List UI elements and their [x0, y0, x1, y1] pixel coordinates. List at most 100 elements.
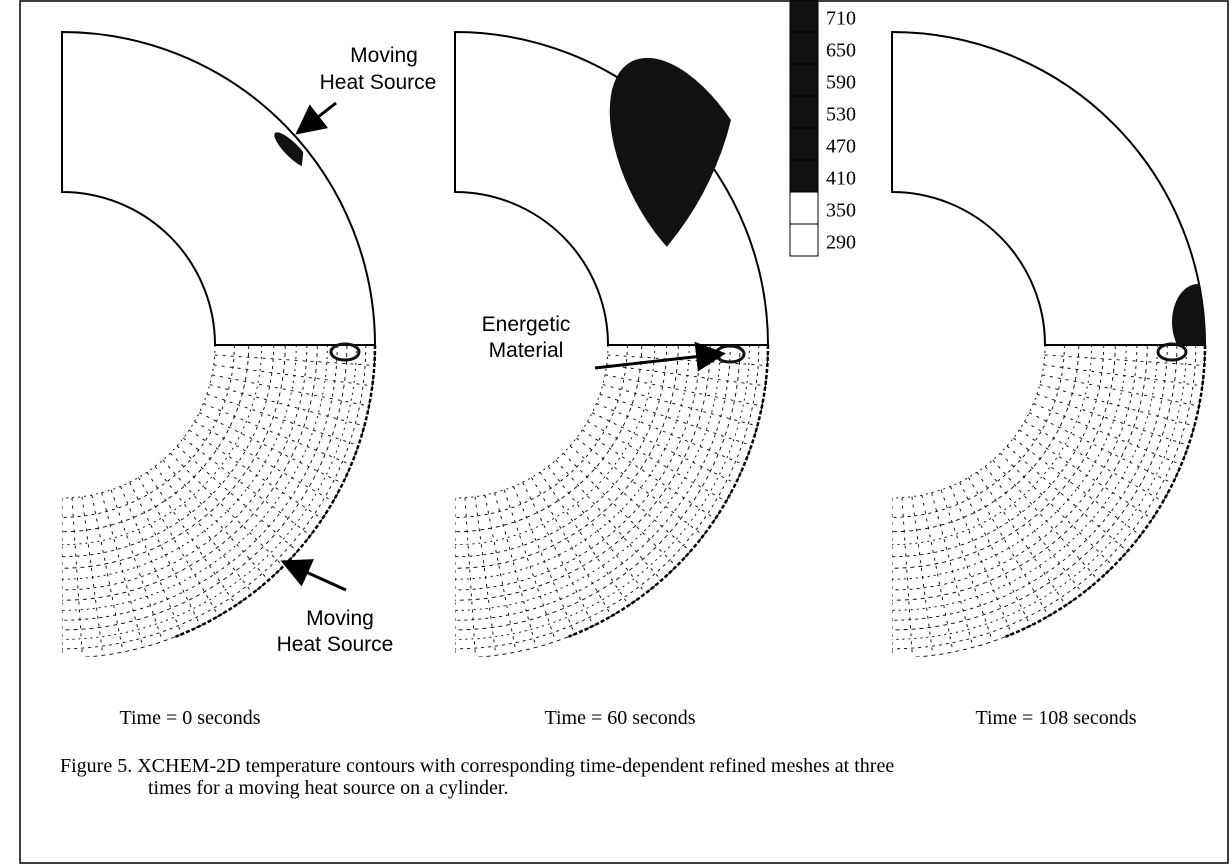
mesh-arc [455, 345, 628, 518]
mesh-radial [950, 486, 1013, 635]
mesh-arc [62, 345, 367, 650]
mesh-radial [921, 494, 954, 653]
mesh-arc [62, 345, 250, 533]
mesh-arc [892, 345, 1197, 650]
mesh-radial [911, 496, 934, 656]
mesh-radial [1006, 445, 1128, 552]
mesh-arc [455, 345, 679, 569]
mesh-radial [581, 429, 716, 520]
mesh-arc [892, 345, 1116, 569]
mesh-arc [62, 345, 348, 631]
mesh-radial [901, 497, 913, 657]
mesh-radial [513, 486, 576, 635]
hot-spot [1156, 342, 1188, 362]
legend-label: 590 [826, 71, 856, 93]
mesh-radial [183, 437, 311, 536]
mesh-radial [602, 384, 758, 427]
mesh-arc [455, 345, 668, 558]
legend-swatch [789, 63, 819, 97]
mesh-radial [984, 466, 1083, 594]
annotation: Moving [350, 44, 418, 67]
mesh-radial [146, 471, 237, 606]
mesh-radial [555, 459, 662, 581]
mesh-radial [940, 489, 994, 642]
arrow [594, 341, 726, 372]
legend-label: 650 [826, 39, 856, 61]
mesh-radial [599, 393, 752, 447]
hot-spot [1172, 284, 1205, 345]
mesh-radial [213, 364, 373, 387]
legend-label: 350 [826, 199, 856, 221]
mesh-radial [1029, 412, 1173, 484]
mesh-radial [587, 421, 727, 502]
mesh-radial [188, 429, 323, 520]
annotation: Material [489, 339, 564, 362]
mesh-arc [62, 345, 286, 569]
mesh-radial [206, 393, 359, 447]
annotation: Heat Source [277, 633, 394, 656]
figure-caption: Figure 5. XCHEM-2D temperature contours … [60, 755, 894, 777]
mesh-radial [494, 492, 537, 648]
mesh-arc [892, 345, 1158, 611]
mesh-radial [154, 466, 253, 594]
mesh-radial [162, 459, 269, 581]
mesh-arc [62, 345, 216, 499]
mesh-arc [62, 345, 263, 546]
annotation: Moving [306, 607, 374, 630]
mesh-arc [455, 345, 750, 640]
mesh-arc [455, 345, 609, 499]
domain [454, 30, 770, 346]
legend-label: 410 [826, 167, 856, 189]
mesh-arc [892, 345, 1178, 631]
mesh-arc [455, 345, 656, 546]
mesh [455, 345, 770, 657]
mesh-radial [214, 354, 375, 366]
mesh-radial [120, 486, 183, 635]
mesh-arc [892, 345, 1187, 640]
hot-spot [274, 132, 310, 168]
mesh-radial [1043, 364, 1203, 387]
legend-swatch [789, 0, 819, 33]
mesh-radial [474, 496, 497, 656]
mesh-edge [567, 345, 770, 638]
mesh-radial [596, 403, 745, 466]
mesh-radial [1013, 437, 1141, 536]
domain [61, 30, 377, 346]
mesh-radial [1039, 384, 1195, 427]
mesh-radial [992, 459, 1099, 581]
mesh-radial [999, 452, 1114, 567]
mesh-arc [455, 345, 721, 611]
mesh-radial [176, 445, 298, 552]
annotation: Energetic [482, 313, 571, 336]
mesh-radial [110, 489, 164, 642]
mesh-radial [1024, 421, 1164, 502]
legend-swatch [789, 31, 819, 65]
mesh-arc [62, 345, 357, 640]
mesh-radial [129, 482, 201, 626]
hot-spot [329, 342, 361, 362]
meshes [62, 345, 1207, 657]
mesh-radial [91, 494, 124, 653]
legend: 710 650 590 530 470 410 350 290 [789, 0, 856, 257]
mesh-arc [62, 345, 235, 518]
mesh-radial [101, 492, 144, 648]
mesh-arc [62, 345, 338, 621]
mesh-arc [472, 345, 769, 657]
mesh-arc [455, 345, 731, 621]
mesh-radial [1044, 354, 1205, 366]
legend-swatch [789, 127, 819, 161]
mesh-arc [892, 345, 1148, 601]
mesh-arc [892, 345, 1168, 621]
mesh-arc [892, 345, 1093, 546]
mesh-radial [539, 471, 630, 606]
mesh-edge [1004, 345, 1207, 638]
arrow [280, 559, 347, 592]
annotation: Heat Source [320, 71, 437, 94]
mesh-radial [138, 477, 219, 617]
mesh-radial [209, 384, 365, 427]
mesh-radial [592, 412, 736, 484]
mesh-radial [976, 471, 1067, 606]
mesh-radial [194, 421, 334, 502]
mesh-arc [892, 345, 1080, 533]
